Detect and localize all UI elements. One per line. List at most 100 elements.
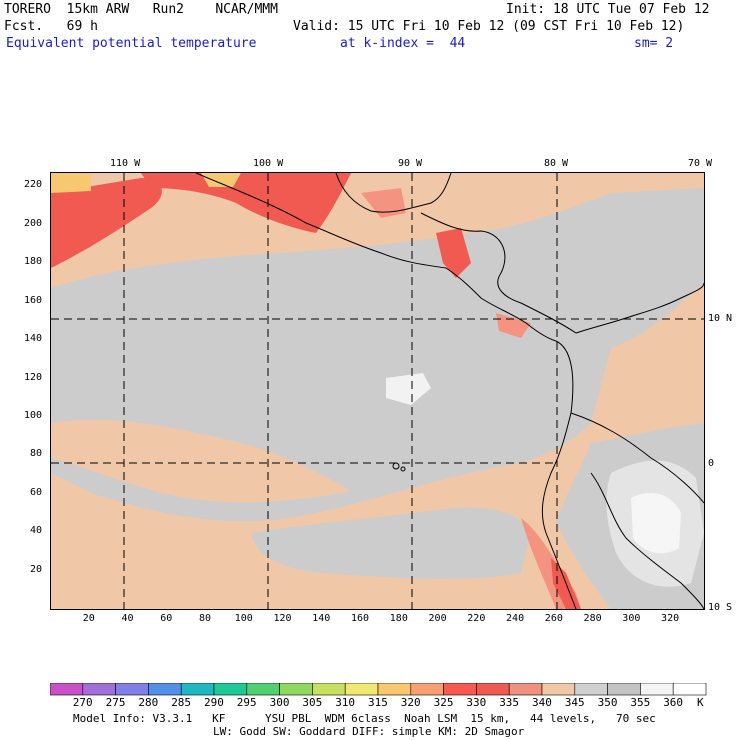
- field-gray-tongue: [51, 419, 351, 503]
- colorbar-swatch: [443, 683, 477, 696]
- colorbar-swatch: [50, 683, 84, 696]
- colorbar-swatch: [180, 683, 215, 696]
- colorbar-swatch: [148, 683, 182, 696]
- y-tick-label: 100: [24, 409, 43, 421]
- y-tick-label: 180: [24, 256, 43, 268]
- colorbar-label: 275: [105, 696, 126, 709]
- smoothing: sm= 2: [634, 36, 674, 51]
- x-tick-label: 320: [661, 613, 680, 624]
- colorbar-label: 360: [663, 696, 684, 709]
- colorbar-swatch: [607, 683, 641, 696]
- lon-label-80w: 80 W: [544, 158, 569, 169]
- colorbar-label: 295: [236, 696, 257, 709]
- x-tick-label: 200: [428, 613, 447, 624]
- colorbar-swatch: [574, 683, 608, 696]
- level-index: at k-index = 44: [340, 36, 466, 51]
- field-red-central-america: [436, 228, 471, 278]
- colorbar-swatch: [508, 683, 543, 696]
- x-tick-label: 80: [199, 613, 212, 624]
- x-tick-label: 120: [273, 613, 292, 624]
- x-tick-label: 60: [160, 613, 173, 624]
- x-tick-label: 20: [82, 613, 95, 624]
- x-tick-label: 260: [544, 613, 563, 624]
- lat-label-10n: 10 N: [708, 313, 733, 324]
- x-tick-label: 300: [622, 613, 641, 624]
- border-colombia-ecuador: [570, 412, 704, 504]
- field-gray-south: [251, 507, 531, 579]
- colorbar-label: 300: [269, 696, 290, 709]
- colorbar-label: 345: [564, 696, 585, 709]
- colorbar: [50, 683, 707, 696]
- field-salmon-gulf: [361, 188, 406, 218]
- coastline-mexico: [195, 173, 557, 342]
- y-tick-label: 60: [30, 486, 43, 498]
- x-tick-label: 100: [234, 613, 253, 624]
- y-tick-label: 220: [24, 179, 43, 191]
- colorbar-swatch: [640, 683, 674, 696]
- map-panel: [50, 172, 705, 610]
- x-tick-label: 160: [351, 613, 370, 624]
- lon-label-100w: 100 W: [253, 158, 284, 169]
- colorbar-label: 310: [335, 696, 356, 709]
- colorbar-unit: K: [697, 696, 704, 709]
- coastline-south-america: [541, 340, 577, 609]
- colorbar-label: 305: [302, 696, 323, 709]
- colorbar-swatch: [541, 683, 576, 696]
- lat-label-0: 0: [708, 458, 715, 469]
- field-yellow-patch: [51, 173, 91, 193]
- x-tick-label: 280: [583, 613, 602, 624]
- coastline-caribbean: [420, 212, 704, 334]
- colorbar-label: 285: [171, 696, 192, 709]
- x-tick-label: 140: [312, 613, 331, 624]
- valid-time: Valid: 15 UTC Fri 10 Feb 12 (09 CST Fri …: [293, 19, 685, 34]
- x-tick-label: 220: [467, 613, 486, 624]
- y-tick-label: 40: [30, 525, 43, 537]
- lon-label-110w: 110 W: [110, 158, 141, 169]
- colorbar-swatch: [344, 683, 379, 696]
- y-tick-label: 20: [30, 563, 43, 575]
- colorbar-label: 325: [433, 696, 454, 709]
- model-info: Model Info: V3.3.1 KF YSU PBL WDM 6class…: [73, 712, 656, 725]
- forecast-hour: Fcst. 69 h: [4, 19, 98, 34]
- colorbar-label: 335: [499, 696, 520, 709]
- x-tick-label: 180: [389, 613, 408, 624]
- lon-label-90w: 90 W: [398, 158, 423, 169]
- colorbar-swatch: [312, 683, 346, 696]
- field-white-patch: [386, 373, 431, 405]
- coastline-gulf: [335, 173, 452, 213]
- physics-info: LW: Godd SW: Goddard DIFF: simple KM: 2D…: [213, 725, 525, 738]
- model-title: TORERO 15km ARW Run2 NCAR/MMM: [4, 2, 278, 17]
- y-tick-label: 80: [30, 448, 43, 460]
- colorbar-swatch: [476, 683, 510, 696]
- field-white-amazon: [631, 493, 681, 554]
- galapagos-island-2: [400, 466, 406, 472]
- colorbar-swatch: [279, 683, 313, 696]
- colorbar-label: 315: [368, 696, 388, 709]
- colorbar-label: 340: [532, 696, 552, 709]
- colorbar-label: 320: [400, 696, 421, 709]
- field-name: Equivalent potential temperature: [6, 36, 257, 51]
- field-salmon-costarica: [496, 313, 531, 338]
- x-tick-label: 240: [506, 613, 525, 624]
- colorbar-label: 280: [138, 696, 159, 709]
- y-tick-label: 120: [24, 371, 43, 383]
- field-red-northwest: [51, 178, 162, 268]
- graticule: [51, 173, 704, 609]
- colorbar-swatch: [672, 683, 707, 696]
- colorbar-label: 350: [597, 696, 618, 709]
- y-tick-label: 160: [24, 294, 43, 306]
- lon-label-70w: 70 W: [688, 158, 713, 169]
- colorbar-label: 290: [204, 696, 224, 709]
- lat-label-10s: 10 S: [708, 602, 733, 613]
- colorbar-swatch: [213, 683, 248, 696]
- x-tick-label: 40: [121, 613, 134, 624]
- colorbar-swatch: [115, 683, 149, 696]
- colorbar-swatch: [246, 683, 280, 696]
- colorbar-swatch: [377, 683, 412, 696]
- init-time: Init: 18 UTC Tue 07 Feb 12: [506, 2, 710, 17]
- y-tick-label: 200: [24, 217, 43, 229]
- colorbar-swatch: [82, 683, 116, 696]
- colorbar-swatch: [410, 683, 444, 696]
- field-red-mexico: [141, 173, 351, 233]
- field-yellow-patch-2: [201, 173, 241, 187]
